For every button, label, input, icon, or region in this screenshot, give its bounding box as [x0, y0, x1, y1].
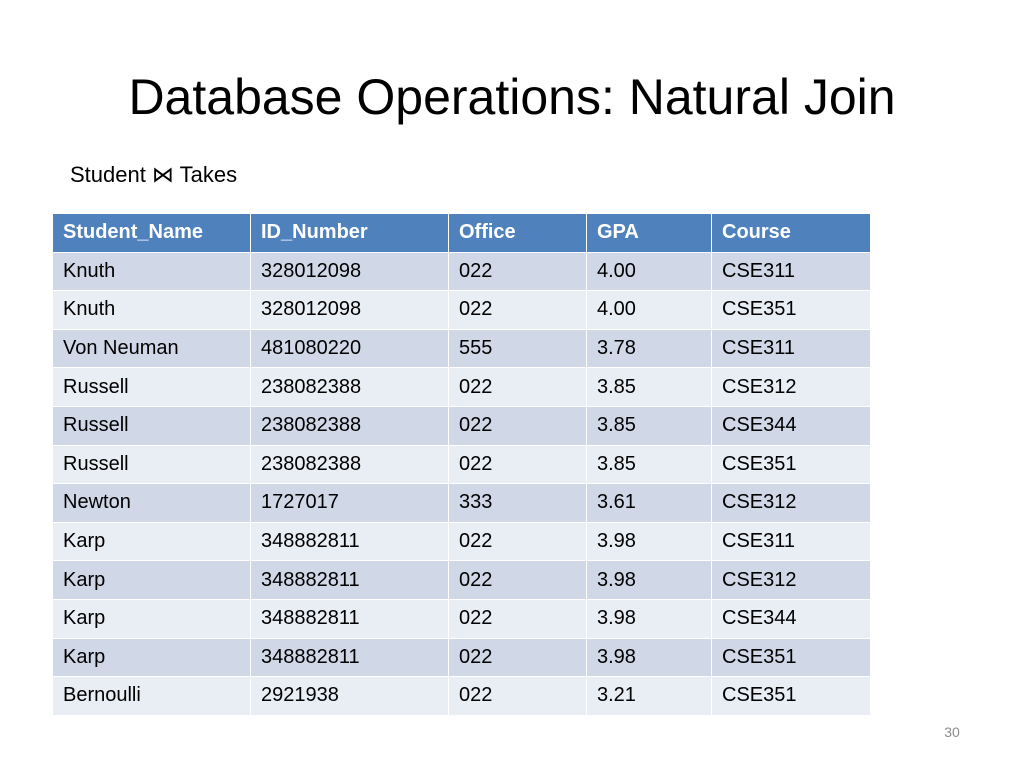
column-header-id-number: ID_Number: [250, 213, 449, 253]
cell-id-number: 348882811: [250, 560, 449, 600]
cell-student-name: Knuth: [52, 251, 251, 292]
cell-student-name: Karp: [52, 560, 251, 600]
cell-gpa: 4.00: [586, 251, 712, 292]
slide-title: Database Operations: Natural Join: [128, 69, 896, 125]
cell-id-number: 238082388: [250, 444, 449, 485]
cell-course: CSE344: [711, 405, 871, 446]
cell-course: CSE311: [711, 328, 871, 369]
table-row: Knuth 328012098 022 4.00 CSE351: [52, 290, 871, 330]
column-header-course: Course: [711, 213, 871, 253]
cell-gpa: 3.61: [586, 483, 712, 523]
cell-id-number: 2921938: [250, 676, 449, 716]
cell-course: CSE351: [711, 637, 871, 678]
cell-id-number: 348882811: [250, 598, 449, 639]
cell-gpa: 3.98: [586, 637, 712, 678]
cell-student-name: Von Neuman: [52, 328, 251, 369]
cell-gpa: 3.85: [586, 444, 712, 485]
cell-student-name: Karp: [52, 521, 251, 562]
cell-id-number: 348882811: [250, 637, 449, 678]
cell-office: 022: [448, 676, 587, 716]
cell-gpa: 3.85: [586, 367, 712, 407]
cell-office: 555: [448, 328, 587, 369]
table-row: Newton 1727017 333 3.61 CSE312: [52, 483, 871, 523]
natural-join-table: Student_Name ID_Number Office GPA Course…: [52, 213, 871, 716]
column-header-gpa: GPA: [586, 213, 712, 253]
table-row: Karp 348882811 022 3.98 CSE351: [52, 637, 871, 678]
cell-course: CSE351: [711, 444, 871, 485]
cell-course: CSE351: [711, 290, 871, 330]
cell-office: 022: [448, 444, 587, 485]
cell-gpa: 3.98: [586, 598, 712, 639]
cell-student-name: Bernoulli: [52, 676, 251, 716]
cell-gpa: 3.78: [586, 328, 712, 369]
table-row: Knuth 328012098 022 4.00 CSE311: [52, 251, 871, 292]
cell-office: 022: [448, 560, 587, 600]
table-body: Knuth 328012098 022 4.00 CSE311 Knuth 32…: [52, 251, 871, 716]
cell-student-name: Russell: [52, 405, 251, 446]
cell-student-name: Russell: [52, 444, 251, 485]
cell-gpa: 3.21: [586, 676, 712, 716]
cell-id-number: 238082388: [250, 367, 449, 407]
column-header-office: Office: [448, 213, 587, 253]
cell-id-number: 238082388: [250, 405, 449, 446]
cell-gpa: 3.98: [586, 521, 712, 562]
cell-student-name: Karp: [52, 598, 251, 639]
cell-id-number: 328012098: [250, 251, 449, 292]
table-row: Russell 238082388 022 3.85 CSE312: [52, 367, 871, 407]
cell-course: CSE344: [711, 598, 871, 639]
cell-office: 022: [448, 521, 587, 562]
cell-office: 022: [448, 290, 587, 330]
cell-office: 022: [448, 367, 587, 407]
cell-office: 022: [448, 251, 587, 292]
table-row: Von Neuman 481080220 555 3.78 CSE311: [52, 328, 871, 369]
table-row: Russell 238082388 022 3.85 CSE351: [52, 444, 871, 485]
cell-course: CSE311: [711, 521, 871, 562]
table-row: Karp 348882811 022 3.98 CSE311: [52, 521, 871, 562]
cell-course: CSE312: [711, 367, 871, 407]
cell-gpa: 3.85: [586, 405, 712, 446]
cell-office: 333: [448, 483, 587, 523]
cell-office: 022: [448, 637, 587, 678]
cell-student-name: Russell: [52, 367, 251, 407]
table-row: Karp 348882811 022 3.98 CSE344: [52, 598, 871, 639]
table-row: Bernoulli 2921938 022 3.21 CSE351: [52, 676, 871, 716]
page-number: 30: [944, 724, 960, 740]
table-row: Russell 238082388 022 3.85 CSE344: [52, 405, 871, 446]
column-header-student-name: Student_Name: [52, 213, 251, 253]
cell-course: CSE351: [711, 676, 871, 716]
cell-course: CSE312: [711, 560, 871, 600]
cell-id-number: 328012098: [250, 290, 449, 330]
cell-office: 022: [448, 405, 587, 446]
cell-office: 022: [448, 598, 587, 639]
cell-course: CSE311: [711, 251, 871, 292]
cell-id-number: 481080220: [250, 328, 449, 369]
cell-course: CSE312: [711, 483, 871, 523]
table-row: Karp 348882811 022 3.98 CSE312: [52, 560, 871, 600]
cell-id-number: 1727017: [250, 483, 449, 523]
cell-id-number: 348882811: [250, 521, 449, 562]
cell-gpa: 3.98: [586, 560, 712, 600]
cell-student-name: Knuth: [52, 290, 251, 330]
table-header-row: Student_Name ID_Number Office GPA Course: [52, 213, 871, 253]
cell-gpa: 4.00: [586, 290, 712, 330]
cell-student-name: Newton: [52, 483, 251, 523]
join-expression: Student ⋈ Takes: [70, 162, 238, 187]
cell-student-name: Karp: [52, 637, 251, 678]
